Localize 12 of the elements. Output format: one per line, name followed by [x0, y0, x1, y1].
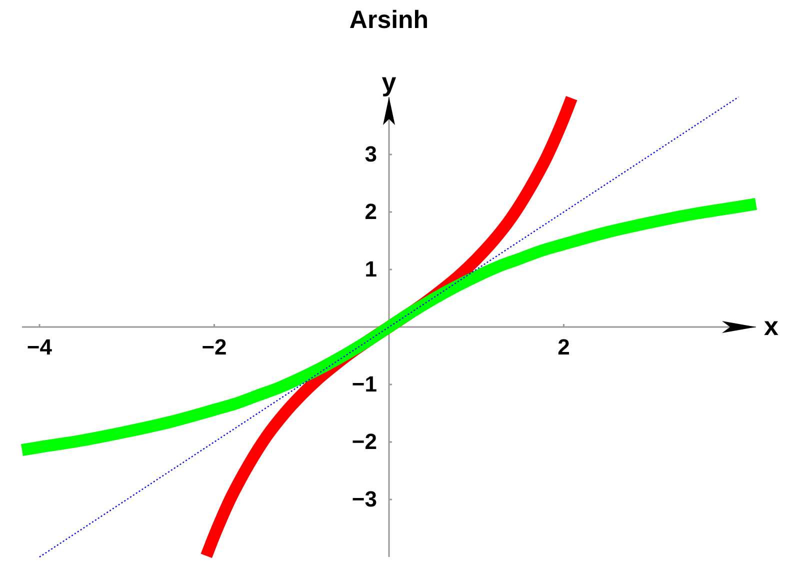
- y-axis-title: y: [382, 67, 397, 97]
- y-tick-label: 2: [364, 199, 377, 224]
- y-tick-label: 3: [364, 142, 377, 167]
- x-axis-title: x: [764, 311, 779, 341]
- y-tick-label: −3: [352, 486, 377, 512]
- x-tick-label: −4: [26, 334, 53, 360]
- y-tick-label: −2: [352, 429, 377, 454]
- x-tick-label: 2: [558, 334, 570, 360]
- x-tick-label: −2: [202, 334, 227, 360]
- y-tick-label: 1: [364, 256, 377, 282]
- chart-title: Arsinh: [349, 6, 429, 34]
- y-tick-label: −1: [352, 372, 377, 397]
